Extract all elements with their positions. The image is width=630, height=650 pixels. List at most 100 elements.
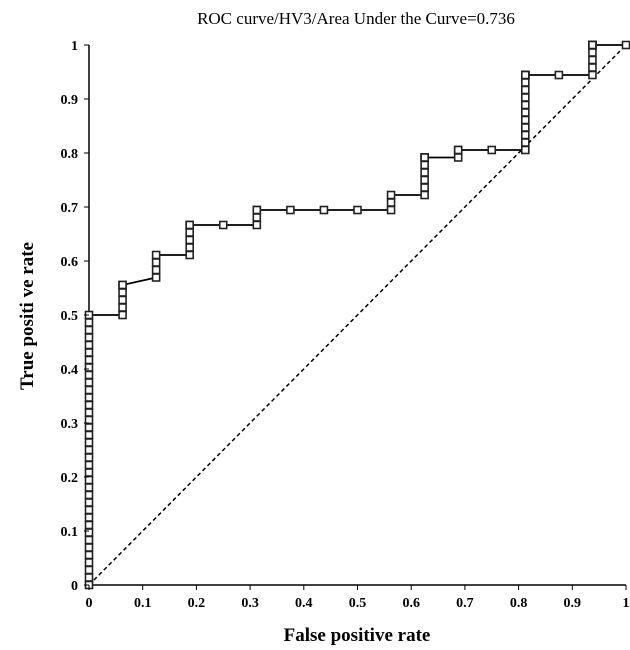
roc-point xyxy=(151,265,161,275)
roc-point xyxy=(286,205,295,215)
roc-point xyxy=(118,303,127,312)
x-tick-label: 0.2 xyxy=(188,596,206,611)
roc-point xyxy=(84,565,94,575)
y-tick-label: 0.5 xyxy=(61,309,79,324)
roc-point xyxy=(521,100,530,110)
roc-point xyxy=(84,318,94,327)
roc-point xyxy=(84,370,94,380)
roc-point xyxy=(588,48,597,57)
roc-point xyxy=(420,190,429,200)
x-tick-label: 1 xyxy=(623,596,630,611)
x-tick-label: 0 xyxy=(86,596,93,611)
roc-point xyxy=(252,205,262,215)
roc-point xyxy=(521,138,530,147)
roc-point xyxy=(84,325,94,335)
roc-point xyxy=(420,168,429,177)
x-tick-label: 0.7 xyxy=(456,596,474,611)
roc-point xyxy=(420,183,429,192)
roc-point xyxy=(453,153,463,162)
y-tick-label: 0.3 xyxy=(61,417,79,432)
roc-point xyxy=(588,70,597,80)
y-tick-label: 0.1 xyxy=(61,525,79,540)
roc-point xyxy=(386,190,396,200)
roc-point xyxy=(185,243,194,252)
roc-point xyxy=(84,573,94,582)
roc-point xyxy=(84,468,94,477)
x-tick-label: 0.6 xyxy=(402,596,420,611)
roc-point xyxy=(521,85,530,95)
x-tick-label: 0.9 xyxy=(564,596,582,611)
reference-line xyxy=(88,44,627,586)
roc-point xyxy=(118,310,127,320)
roc-point xyxy=(185,250,194,260)
roc-point xyxy=(420,160,429,170)
y-tick-label: 0 xyxy=(71,579,78,594)
roc-point xyxy=(84,558,94,567)
roc-point xyxy=(185,220,194,230)
roc-point xyxy=(487,145,497,155)
y-tick-label: 0.8 xyxy=(61,147,79,162)
roc-point xyxy=(84,363,94,372)
roc-point xyxy=(84,408,94,417)
y-axis-ticks: 0 0.1 0.2 0.3 0.4 0.5 0.6 0.7 0.8 0.9 1 xyxy=(61,39,89,594)
y-axis-label: True positi ve rate xyxy=(17,242,38,390)
roc-point xyxy=(84,475,94,485)
roc-point xyxy=(151,258,161,267)
roc-point xyxy=(84,415,94,425)
roc-point xyxy=(521,145,530,155)
roc-point xyxy=(84,520,94,530)
roc-point xyxy=(84,505,94,515)
roc-point xyxy=(84,430,94,440)
roc-point xyxy=(84,483,94,492)
roc-point xyxy=(521,115,530,125)
x-axis-label: False positive rate xyxy=(284,625,431,646)
roc-point xyxy=(521,93,530,102)
y-tick-label: 0.2 xyxy=(61,471,79,486)
roc-point xyxy=(319,205,329,215)
roc-point xyxy=(588,40,597,50)
roc-point xyxy=(252,220,262,230)
roc-point xyxy=(84,498,94,507)
roc-point xyxy=(84,535,94,545)
roc-point xyxy=(353,205,362,215)
roc-point xyxy=(84,355,94,365)
roc-point xyxy=(84,453,94,462)
roc-point xyxy=(84,423,94,432)
y-tick-label: 0.4 xyxy=(61,363,79,378)
roc-point xyxy=(84,385,94,395)
roc-point xyxy=(386,198,396,207)
reference-diagonal xyxy=(88,44,627,586)
roc-point xyxy=(386,205,396,215)
roc-point xyxy=(420,175,429,185)
roc-series xyxy=(84,40,630,590)
roc-point xyxy=(521,70,530,80)
roc-point xyxy=(84,445,94,455)
roc-point xyxy=(84,400,94,410)
x-tick-label: 0.3 xyxy=(241,596,259,611)
x-tick-label: 0.4 xyxy=(295,596,313,611)
roc-point xyxy=(118,295,127,305)
chart-title: ROC curve/HV3/Area Under the Curve=0.736 xyxy=(197,9,515,28)
roc-point xyxy=(588,63,597,72)
roc-point xyxy=(621,40,630,50)
roc-point xyxy=(252,213,262,222)
x-tick-label: 0.5 xyxy=(349,596,367,611)
roc-point xyxy=(84,513,94,522)
roc-point xyxy=(84,333,94,342)
roc-point xyxy=(84,528,94,537)
roc-point xyxy=(84,438,94,447)
roc-point xyxy=(554,70,564,80)
roc-point xyxy=(118,288,127,297)
y-tick-label: 0.7 xyxy=(61,201,79,216)
x-tick-label: 0.1 xyxy=(134,596,152,611)
roc-point xyxy=(185,228,194,237)
roc-point xyxy=(151,250,161,260)
roc-point xyxy=(84,340,94,350)
roc-point xyxy=(218,220,228,230)
roc-point xyxy=(588,55,597,65)
roc-point xyxy=(84,490,94,500)
roc-point xyxy=(453,145,463,155)
y-tick-label: 0.6 xyxy=(61,255,79,270)
roc-point xyxy=(151,273,161,282)
